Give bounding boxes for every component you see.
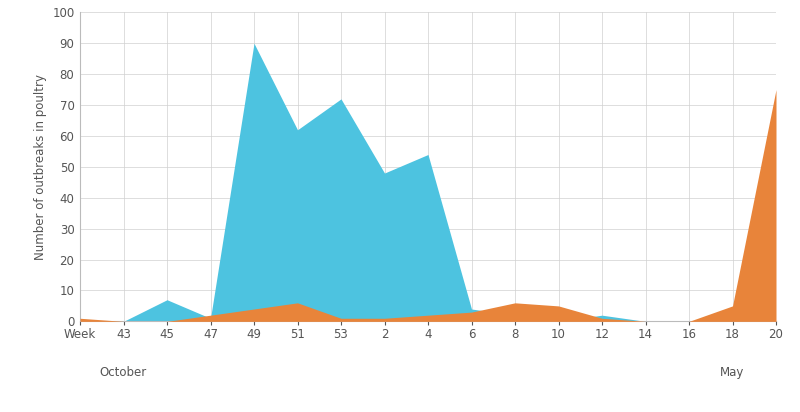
Text: October: October xyxy=(100,366,147,379)
Text: May: May xyxy=(720,366,745,379)
Y-axis label: Number of outbreaks in poultry: Number of outbreaks in poultry xyxy=(34,74,46,260)
